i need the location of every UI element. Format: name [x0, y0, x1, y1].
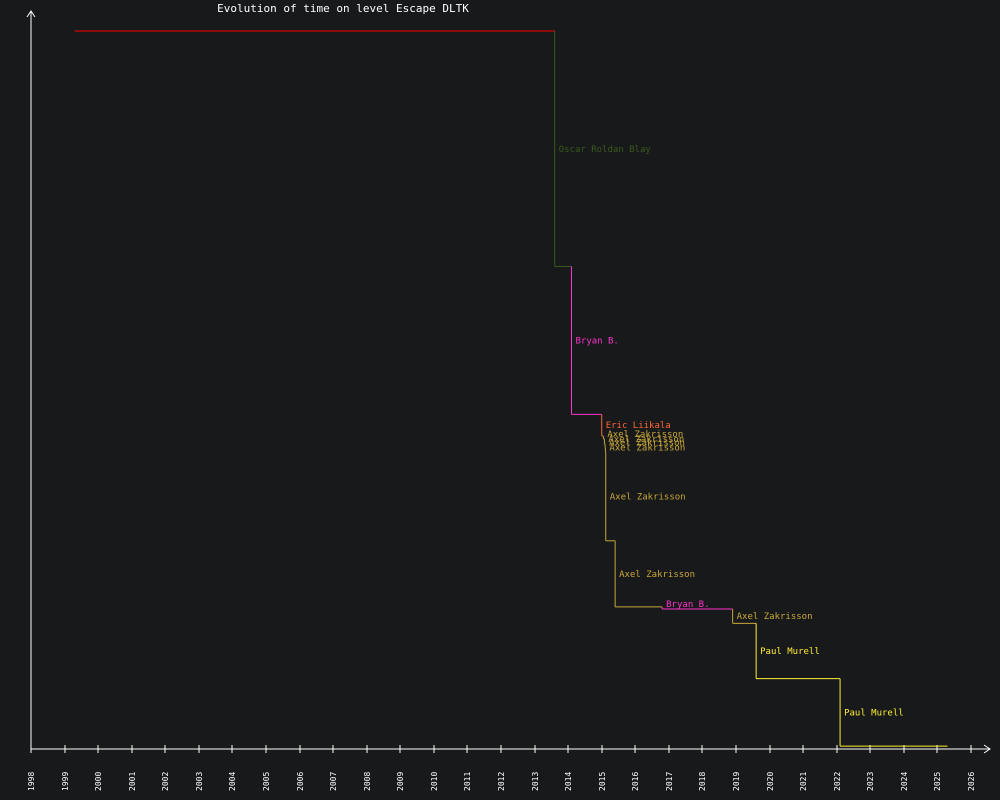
x-tick-label: 2022 [833, 772, 842, 791]
x-tick-label: 2001 [128, 772, 137, 791]
record-holder-label: Axel Zakrisson [609, 438, 685, 448]
x-axis-arrow [983, 744, 991, 754]
record-steps [74, 30, 948, 747]
x-tick-label: 2009 [396, 772, 405, 791]
x-tick-label: 2015 [598, 772, 607, 791]
x-tick-label: 2011 [463, 772, 472, 791]
record-holder-label: Bryan B. [576, 336, 619, 346]
x-tick-label: 2004 [228, 772, 237, 791]
x-tick-label: 2017 [665, 772, 674, 791]
record-holder-label: Paul Murell [760, 647, 820, 657]
x-tick-label: 2013 [531, 772, 540, 791]
x-tick-label: 2002 [161, 772, 170, 791]
x-tick-label: 2012 [497, 772, 506, 791]
record-holder-label: Axel Zakrisson [608, 435, 684, 445]
x-tick-label: 2006 [296, 772, 305, 791]
record-holder-label: Eric Liikala [606, 421, 671, 431]
x-tick-label: 2000 [94, 772, 103, 791]
x-tick-label: 2021 [799, 772, 808, 791]
record-holder-label: Oscar Roldan Blay [559, 145, 652, 155]
x-tick-label: 2010 [430, 772, 439, 791]
x-tick-label: 2020 [766, 772, 775, 791]
x-ticks: 1998 1999 2000 2001 2002 2003 2004 2005 2006 2007… [27, 745, 976, 791]
x-tick-label: 1999 [61, 772, 70, 791]
x-tick-label: 2003 [195, 772, 204, 791]
x-tick-label: 1998 [27, 772, 36, 791]
record-holder-label: Axel Zakrisson [737, 612, 813, 622]
x-tick-label: 2019 [732, 772, 741, 791]
record-holder-label: Paul Murell [844, 708, 904, 718]
x-tick-label: 2008 [363, 772, 372, 791]
y-axis-arrow [26, 10, 36, 18]
record-holder-label: Bryan B. [666, 600, 709, 610]
x-tick-label: 2025 [933, 772, 942, 791]
x-tick-label: 2026 [967, 772, 976, 791]
x-tick-label: 2024 [900, 772, 909, 791]
record-holder-label: Axel Zakrisson [610, 493, 686, 503]
x-tick-label: 2005 [262, 772, 271, 791]
x-tick-label: 2016 [631, 772, 640, 791]
x-tick-label: 2023 [866, 772, 875, 791]
x-tick-label: 2014 [564, 772, 573, 791]
record-holder-label: Axel Zakrisson [619, 570, 695, 580]
chart-title: Evolution of time on level Escape DLTK [217, 2, 469, 15]
record-holder-label: Axel Zakrisson [609, 443, 685, 453]
x-tick-label: 2007 [329, 772, 338, 791]
x-tick-label: 2018 [698, 772, 707, 791]
record-holder-label: Axel Zakrisson [607, 430, 683, 440]
